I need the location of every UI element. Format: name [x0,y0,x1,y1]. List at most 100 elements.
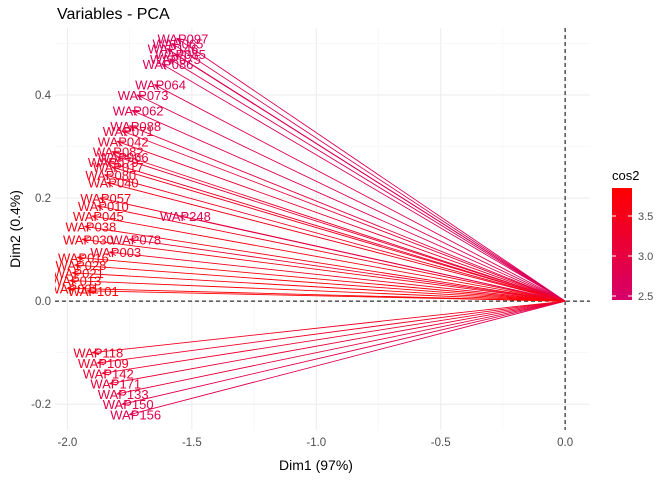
variable-label: WAP078 [110,232,161,247]
variable-arrow [101,300,566,376]
variable-arrow [96,203,566,302]
variable-arrow [128,237,566,302]
variable-label: WAP075 [150,52,201,67]
variable-arrow [161,63,566,302]
y-axis-label: Dim2 (0.4%) [7,190,23,268]
variable-arrow [168,58,566,302]
x-tick-label: 0.0 [557,437,573,449]
variable-arrow [106,181,566,302]
variable-arrow [116,140,566,302]
variable-label: WAP088 [110,119,161,134]
variable-label: WAP065 [153,36,204,51]
chart-title: Variables - PCA [57,6,170,23]
legend-tick-label: 3.0 [638,251,653,263]
variable-label: WAP171 [90,377,141,392]
variable-label: WAP086 [143,57,194,72]
variable-arrow [81,236,566,302]
variable-arrow [106,160,566,302]
variable-label: WAP030 [63,232,114,247]
x-axis-ticks: -2.0 -1.5 -1.0 -0.5 0.0 [58,437,574,449]
variable-label: WAP017 [93,160,144,175]
variable-arrow [116,155,566,302]
variable-label: WAP073 [118,88,169,103]
variable-arrow [71,270,566,302]
variable-arrow [108,249,566,302]
variable-arrow [76,254,566,302]
variable-label: WAP057 [80,191,131,206]
variable-label: WAP082 [93,145,144,160]
variable-arrow [175,37,566,302]
variable-arrow [173,53,566,302]
variable-label: WAP016 [58,250,109,265]
variable-label: WAP085 [155,47,206,62]
variable-label: WAP109 [78,356,129,371]
variable-label: WAP248 [160,209,211,224]
variable-arrow [91,300,566,356]
variable-arrow [111,165,566,302]
x-tick-label: -0.5 [431,437,451,449]
variable-label: WAP045 [73,209,124,224]
cos2-legend: cos2 2.5 3.0 3.5 [612,168,653,303]
variable-label: WAP156 [110,408,161,423]
variable-label: WAP064 [135,78,186,93]
legend-colorbar [612,188,632,300]
variable-arrow [178,214,566,302]
variable-label: WAP010 [78,199,129,214]
y-tick-label: 0.4 [35,90,52,102]
variable-arrow [121,130,566,302]
x-tick-label: -1.5 [182,437,202,449]
variable-label: WAP040 [88,176,139,191]
y-tick-label: 0.2 [35,193,51,205]
variable-label: WAP133 [98,387,149,402]
variable-arrow [103,173,566,302]
y-tick-label: -0.2 [31,399,51,411]
variable-arrow [96,300,566,366]
variable-arrow [128,125,566,302]
variable-arrow [116,300,566,396]
variable-arrow [121,300,566,406]
legend-ticks: 2.5 3.0 3.5 [612,211,653,303]
variable-label: WAP071 [103,124,154,139]
variable-arrow [91,214,566,302]
variable-arrows [66,37,566,416]
variable-arrow [131,109,566,302]
x-tick-label: -1.0 [306,437,326,449]
plot-grid [55,28,590,430]
variable-label: WAP028 [55,258,106,273]
variable-arrow [108,300,566,386]
variable-label: WAP062 [113,103,164,118]
y-axis-ticks: -0.2 0.0 0.2 0.4 [31,90,51,411]
variable-label: WAP021 [53,266,104,281]
legend-title: cos2 [612,168,639,183]
legend-tick-label: 2.5 [638,291,653,303]
variable-arrow [68,277,566,302]
variable-label: WAP142 [83,366,134,381]
variable-arrow [136,94,566,302]
variable-arrow [111,150,566,302]
variable-label: WAP001 [48,281,99,296]
variable-arrow [153,84,566,302]
legend-tick-label: 3.5 [638,211,653,223]
variable-label: WAP013 [51,274,102,289]
variable-arrow [73,262,566,302]
variable-label: WAP101 [68,284,119,299]
variable-label: WAP146 [148,42,199,57]
variable-label: WAP080 [85,168,136,183]
variable-label: WAP038 [65,219,116,234]
variable-label: WAP042 [98,134,149,149]
variable-arrow [86,287,566,302]
x-axis-label: Dim1 (97%) [279,457,353,473]
variable-label: WAP150 [103,397,154,412]
variable-label: WAP118 [73,346,123,361]
reference-lines [55,28,590,430]
y-tick-label: 0.0 [35,296,51,308]
variable-label: WAP079 [88,155,139,170]
variable-label: WAP097 [158,31,209,46]
variable-label: WAP066 [98,150,149,165]
x-tick-label: -2.0 [58,437,78,449]
variable-label: WAP003 [90,245,141,260]
variable-arrow [128,300,566,416]
variable-arrow [170,42,566,302]
